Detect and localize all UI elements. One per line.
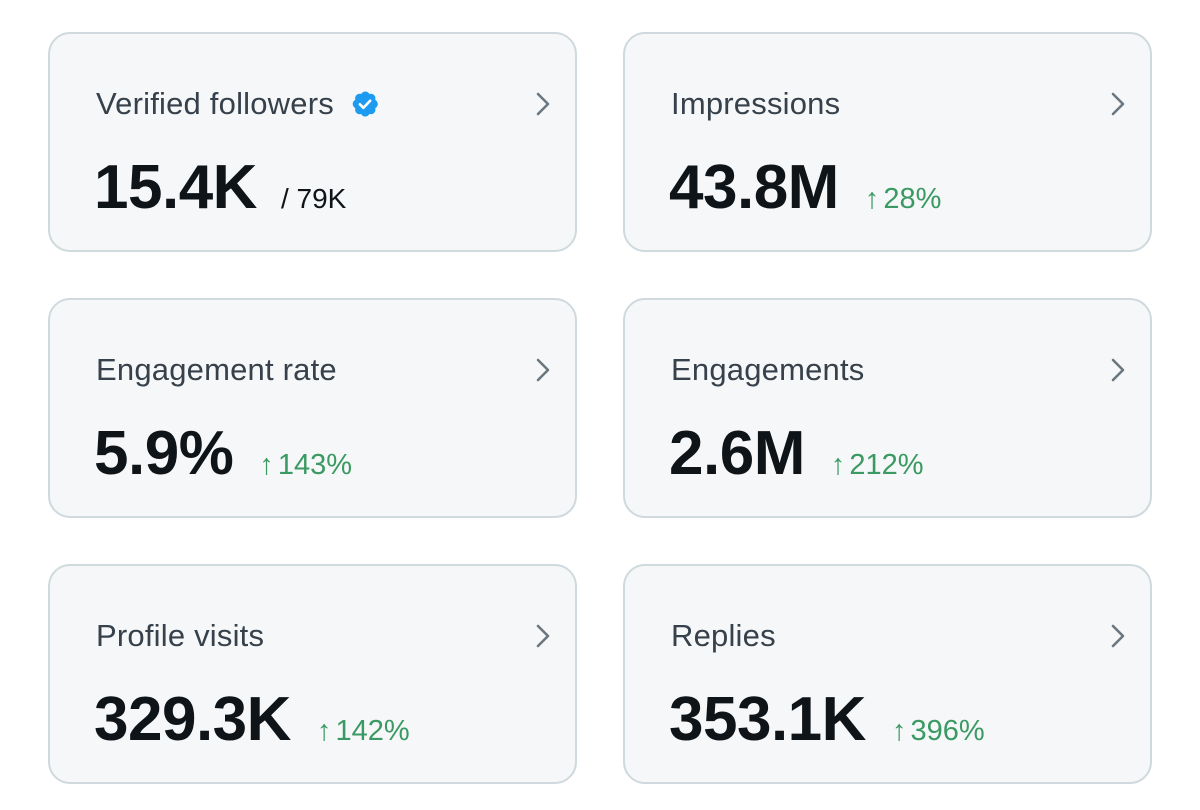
card-title: Replies (671, 616, 776, 656)
stat-change-value: 142% (335, 715, 410, 747)
stat-card-replies[interactable]: Replies 353.1K ↑ 396% (623, 564, 1152, 784)
stat-change: ↑ 143% (259, 449, 352, 482)
stat-value-row: 43.8M ↑ 28% (669, 152, 941, 224)
card-title-label: Verified followers (96, 86, 334, 121)
stat-change-value: 396% (910, 715, 985, 747)
chevron-right-icon (536, 92, 550, 116)
stat-change: ↑ 396% (892, 715, 985, 748)
stat-value-row: 15.4K / 79K (94, 152, 346, 224)
stat-value-row: 329.3K ↑ 142% (94, 684, 410, 756)
stat-value-row: 353.1K ↑ 396% (669, 684, 985, 756)
chevron-right-icon (1111, 624, 1125, 648)
stat-card-profile-visits[interactable]: Profile visits 329.3K ↑ 142% (48, 564, 577, 784)
card-title: Engagement rate (96, 350, 337, 390)
card-title-label: Profile visits (96, 618, 265, 653)
chevron-right-icon (1111, 358, 1125, 382)
stat-value: 353.1K (669, 685, 866, 754)
stat-value: 15.4K (94, 153, 257, 222)
arrow-up-icon: ↑ (316, 715, 332, 747)
card-title-label: Replies (671, 618, 776, 653)
stat-value: 5.9% (94, 419, 234, 488)
stat-value: 329.3K (94, 685, 291, 754)
verified-badge-icon (352, 91, 378, 117)
arrow-up-icon: ↑ (864, 183, 880, 215)
stat-card-impressions[interactable]: Impressions 43.8M ↑ 28% (623, 32, 1152, 252)
chevron-right-icon (536, 624, 550, 648)
arrow-up-icon: ↑ (830, 449, 846, 481)
card-title-label: Engagement rate (96, 352, 337, 387)
stat-value: 43.8M (669, 153, 839, 222)
arrow-up-icon: ↑ (259, 449, 274, 481)
stat-card-engagement-rate[interactable]: Engagement rate 5.9% ↑ 143% (48, 298, 577, 518)
card-title: Verified followers (96, 84, 380, 124)
card-title: Engagements (671, 350, 865, 390)
stat-card-verified-followers[interactable]: Verified followers 15.4K / 79K (48, 32, 577, 252)
stat-value: 2.6M (669, 419, 805, 488)
stat-change: ↑ 142% (317, 715, 410, 748)
card-title: Impressions (671, 84, 840, 124)
stat-value-row: 2.6M ↑ 212% (669, 418, 924, 490)
stat-change-value: 28% (883, 183, 942, 215)
chevron-right-icon (536, 358, 550, 382)
card-title: Profile visits (96, 616, 264, 656)
stat-change-value: 212% (849, 449, 924, 481)
card-title-label: Engagements (671, 352, 865, 387)
card-title-label: Impressions (671, 86, 841, 121)
arrow-up-icon: ↑ (891, 715, 907, 747)
stat-total: / 79K (280, 183, 347, 214)
stat-card-engagements[interactable]: Engagements 2.6M ↑ 212% (623, 298, 1152, 518)
stat-change-value: 143% (277, 449, 352, 481)
stat-change: ↑ 212% (831, 449, 924, 482)
stat-value-row: 5.9% ↑ 143% (94, 418, 352, 490)
chevron-right-icon (1111, 92, 1125, 116)
stat-change: ↑ 28% (865, 183, 942, 216)
